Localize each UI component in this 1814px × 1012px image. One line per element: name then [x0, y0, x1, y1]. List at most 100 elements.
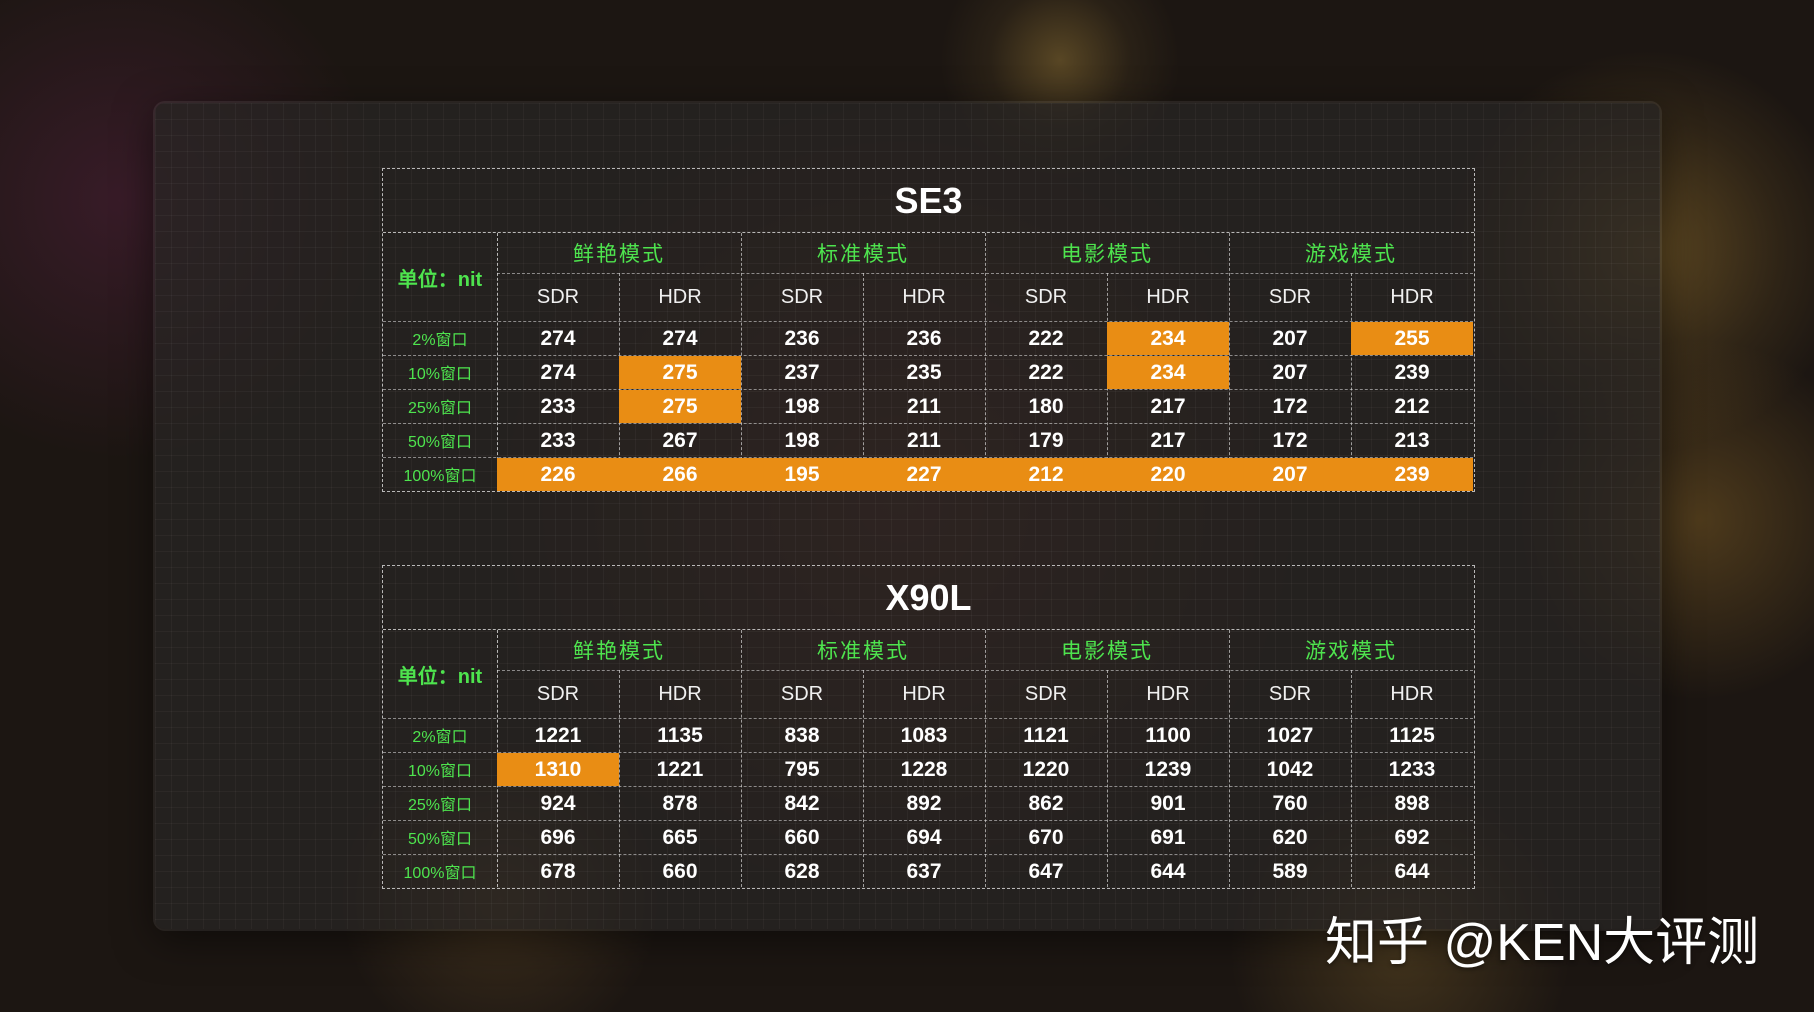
data-cell: 1220	[1022, 757, 1070, 781]
data-cell: 628	[784, 859, 820, 883]
table-title: SE3	[383, 169, 1474, 233]
row-label: 25%窗口	[407, 400, 473, 417]
data-cell: 172	[1272, 394, 1308, 418]
data-cell: 274	[540, 326, 576, 350]
table-x90l: X90L 单位：nit 鲜艳模式 标准模式 电影模式 游戏模式 SDR HDR SDR HDR SD…	[382, 565, 1475, 889]
data-cell: 1125	[1389, 723, 1435, 747]
mode-divider	[985, 630, 986, 887]
column-divider	[1351, 273, 1352, 490]
mode-divider	[985, 233, 986, 490]
data-cell: 898	[1394, 791, 1430, 815]
row-label: 100%窗口	[403, 468, 477, 485]
data-cell: 198	[784, 428, 820, 452]
mode-header: 标准模式	[817, 640, 909, 663]
column-divider	[1351, 670, 1352, 887]
data-cell: 1228	[900, 757, 948, 781]
row-divider	[383, 423, 1473, 424]
data-cell: 267	[662, 428, 698, 452]
row-label: 10%窗口	[407, 763, 473, 780]
data-cell: 227	[863, 458, 985, 491]
mode-header: 鲜艳模式	[573, 640, 665, 663]
mode-divider	[741, 233, 742, 490]
data-cell: 1221	[656, 757, 704, 781]
row-divider	[383, 355, 1473, 356]
row-label: 25%窗口	[407, 797, 473, 814]
data-cell: 694	[906, 825, 942, 849]
data-cell: 924	[540, 791, 576, 815]
data-cell: 220	[1107, 458, 1229, 491]
data-cell: 274	[662, 326, 698, 350]
row-divider	[383, 718, 1473, 719]
row-label: 100%窗口	[403, 865, 477, 882]
table-title: X90L	[383, 566, 1474, 630]
data-cell: 233	[540, 394, 576, 418]
data-cell: 239	[1394, 360, 1430, 384]
data-cell: 195	[741, 458, 863, 491]
column-header: HDR	[1146, 285, 1190, 308]
data-cell: 1135	[657, 723, 703, 747]
column-header: SDR	[1268, 682, 1312, 705]
data-cell: 222	[1028, 326, 1064, 350]
row-label: 2%窗口	[412, 729, 468, 746]
column-header: HDR	[1390, 285, 1434, 308]
data-cell: 237	[784, 360, 820, 384]
data-cell: 1233	[1388, 757, 1436, 781]
data-cell: 266	[619, 458, 741, 491]
column-header: SDR	[780, 682, 824, 705]
column-header: HDR	[658, 285, 702, 308]
data-cell: 644	[1394, 859, 1430, 883]
data-cell: 217	[1150, 394, 1186, 418]
mode-header: 鲜艳模式	[573, 243, 665, 266]
data-cell: 1121	[1023, 723, 1069, 747]
data-cell: 1027	[1266, 723, 1314, 747]
data-cell: 1239	[1144, 757, 1192, 781]
data-cell: 222	[1028, 360, 1064, 384]
data-cell: 234	[1107, 356, 1229, 389]
row-divider	[383, 321, 1473, 322]
watermark: 知乎 @KEN大评测	[1325, 914, 1760, 972]
mode-row-divider	[497, 670, 1473, 671]
data-cell: 1083	[900, 723, 948, 747]
unit-label: 单位：nit	[397, 665, 483, 688]
column-header: SDR	[536, 285, 580, 308]
mode-divider	[1229, 630, 1230, 887]
data-cell: 275	[619, 390, 741, 423]
data-cell: 172	[1272, 428, 1308, 452]
data-cell: 862	[1028, 791, 1064, 815]
data-cell: 795	[784, 757, 820, 781]
data-cell: 660	[784, 825, 820, 849]
column-header: SDR	[1268, 285, 1312, 308]
data-cell: 691	[1150, 825, 1186, 849]
column-header: SDR	[780, 285, 824, 308]
unit-label: 单位：nit	[397, 268, 483, 291]
data-cell: 180	[1028, 394, 1064, 418]
data-cell: 644	[1150, 859, 1186, 883]
column-divider	[619, 670, 620, 887]
column-divider	[863, 670, 864, 887]
row-divider	[383, 457, 1473, 458]
row-divider	[383, 389, 1473, 390]
mode-header: 游戏模式	[1305, 243, 1397, 266]
data-cell: 692	[1394, 825, 1430, 849]
data-cell: 838	[784, 723, 820, 747]
data-cell: 275	[619, 356, 741, 389]
label-divider	[497, 233, 498, 490]
column-header: HDR	[658, 682, 702, 705]
data-cell: 1042	[1266, 757, 1314, 781]
data-cell: 226	[497, 458, 619, 491]
data-cell: 696	[540, 825, 576, 849]
data-cell: 212	[1394, 394, 1430, 418]
data-cell: 665	[662, 825, 698, 849]
data-cell: 760	[1272, 791, 1308, 815]
data-cell: 211	[907, 394, 941, 418]
row-divider	[383, 786, 1473, 787]
data-cell: 878	[662, 791, 698, 815]
data-cell: 255	[1351, 322, 1473, 355]
data-cell: 213	[1394, 428, 1430, 452]
mode-header: 标准模式	[817, 243, 909, 266]
column-header: HDR	[902, 682, 946, 705]
column-header: SDR	[1024, 682, 1068, 705]
data-cell: 620	[1272, 825, 1308, 849]
data-cell: 274	[540, 360, 576, 384]
row-label: 50%窗口	[407, 434, 473, 451]
